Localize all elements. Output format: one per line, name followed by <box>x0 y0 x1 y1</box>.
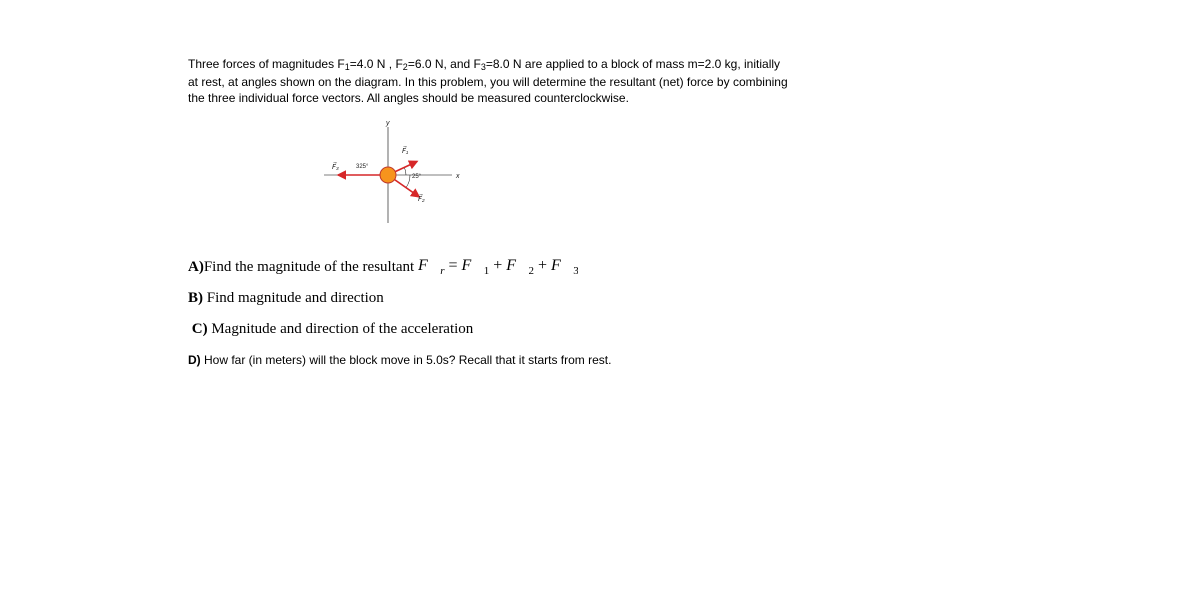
label-c-letter: C) <box>192 321 208 337</box>
formula-resultant: F⃗r = F⃗1 + F⃗2 + F⃗3 <box>418 254 578 276</box>
text-a: Find the magnitude of the resultant <box>204 259 418 275</box>
question-c: C) Magnitude and direction of the accele… <box>188 321 1200 338</box>
text-d: How far (in meters) will the block move … <box>201 353 612 367</box>
svg-text:y: y <box>385 121 390 127</box>
intro-frag-1d: =8.0 N are applied to a block of mass m=… <box>486 57 780 71</box>
question-d: D) How far (in meters) will the block mo… <box>188 352 1200 369</box>
problem-statement: Three forces of magnitudes F1=4.0 N , F2… <box>188 56 908 107</box>
intro-frag-1a: Three forces of magnitudes F <box>188 57 345 71</box>
question-b: B) Find magnitude and direction <box>188 290 1200 307</box>
questions-list: A)Find the magnitude of the resultant F⃗… <box>188 254 1200 369</box>
text-b: Find magnitude and direction <box>203 290 384 306</box>
text-c: Magnitude and direction of the accelerat… <box>208 321 474 337</box>
svg-text:F⃗r = F⃗1: F⃗r = F⃗1 + F⃗2 + F⃗3 <box>418 257 578 276</box>
svg-text:F⃗₃: F⃗₃ <box>332 162 339 171</box>
intro-frag-1c: =6.0 N, and F <box>408 57 481 71</box>
svg-text:F⃗₂: F⃗₂ <box>418 194 425 203</box>
force-diagram-svg: x y 25° 325° F⃗₁ F⃗₂ F⃗₃ <box>308 121 468 231</box>
intro-line-2: at rest, at angles shown on the diagram.… <box>188 75 788 89</box>
label-d: D) <box>188 353 201 367</box>
question-a: A)Find the magnitude of the resultant F⃗… <box>188 254 1200 276</box>
svg-text:325°: 325° <box>356 164 369 170</box>
svg-text:F⃗₁: F⃗₁ <box>402 146 409 155</box>
intro-line-3: the three individual force vectors. All … <box>188 91 629 105</box>
svg-text:x: x <box>455 173 460 180</box>
label-a: A) <box>188 259 204 275</box>
svg-text:25°: 25° <box>412 174 422 180</box>
label-b: B) <box>188 290 203 306</box>
intro-frag-1b: =4.0 N , F <box>350 57 403 71</box>
force-diagram: x y 25° 325° F⃗₁ F⃗₂ F⃗₃ <box>308 121 1200 236</box>
